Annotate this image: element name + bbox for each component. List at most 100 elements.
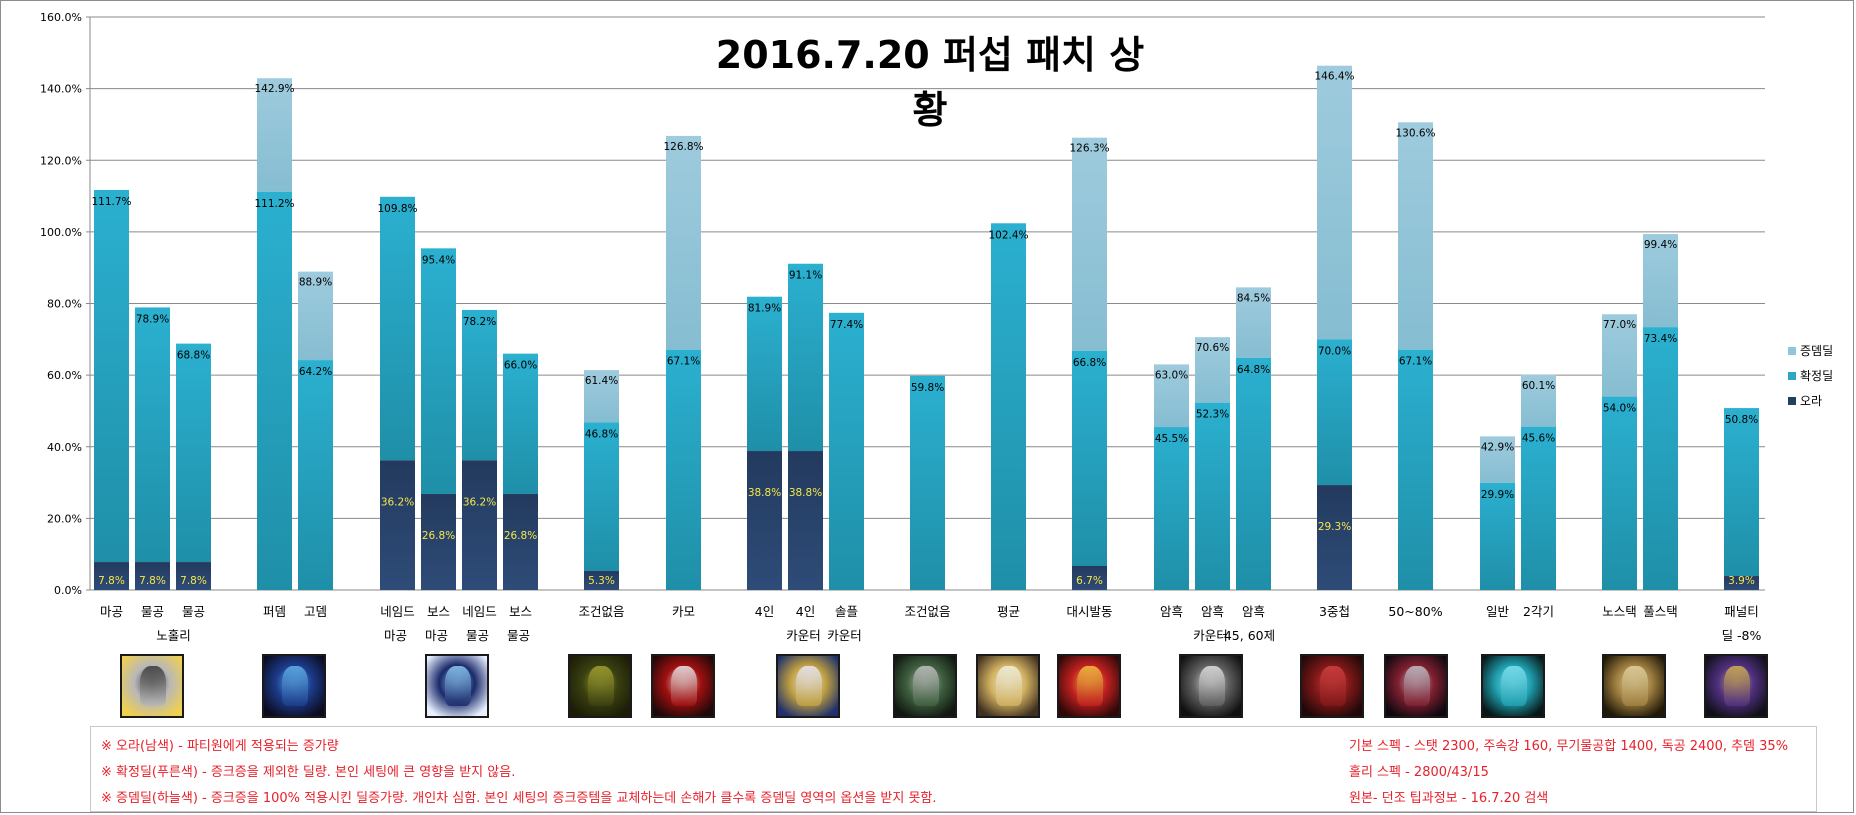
data-label-total: 126.3% (1069, 143, 1109, 155)
bar-segment-confirmed (910, 375, 945, 590)
bar-segment-increase (1195, 337, 1230, 403)
bar-segment-confirmed (135, 307, 170, 563)
bar-segment-confirmed (747, 296, 782, 452)
y-tick-label: 160.0% (40, 11, 82, 24)
data-label-confirmed: 66.8% (1073, 357, 1106, 369)
x-category-label: 50~80% (1388, 604, 1442, 619)
x-category-label: 4인 (755, 604, 774, 619)
x-category-label: 패널티 (1724, 604, 1759, 619)
x-category-label: 물공 (141, 604, 164, 619)
bar-segment-confirmed (1154, 427, 1189, 590)
bar-segment-increase (1602, 314, 1637, 397)
bar-segment-aura (462, 460, 497, 590)
x-category-label: 암흑 (1242, 604, 1265, 619)
data-label-confirmed: 52.3% (1196, 409, 1229, 421)
class-portrait-shape (1724, 666, 1750, 706)
x-category-sublabel: 카운터 (827, 628, 862, 643)
x-category-label: 암흑 (1201, 604, 1224, 619)
data-label-aura: 7.8% (139, 575, 166, 587)
data-label-confirmed: 64.8% (1237, 364, 1270, 376)
bar-segment-confirmed (421, 248, 456, 495)
data-label-confirmed: 81.9% (748, 303, 781, 315)
bar-segment-confirmed (1398, 349, 1433, 590)
bar-segment-confirmed (380, 196, 415, 461)
data-label-confirmed: 91.1% (789, 270, 822, 282)
bar-segment-aura (94, 562, 129, 590)
x-category-label: 조건없음 (904, 604, 950, 619)
bar-segment-confirmed (1195, 402, 1230, 590)
x-category-label: 네임드 (380, 604, 415, 619)
x-category-label: 보스 (509, 604, 532, 619)
bar-segment-confirmed (1602, 396, 1637, 590)
data-label-aura: 38.8% (789, 487, 822, 499)
class-portrait-shape (796, 666, 822, 706)
x-category-label: 마공 (100, 604, 123, 619)
bar-segment-aura (176, 562, 211, 590)
bar-segment-aura (788, 451, 823, 590)
x-category-label: 네임드 (462, 604, 497, 619)
bar-segment-aura (135, 562, 170, 590)
data-label-total: 142.9% (254, 83, 294, 95)
data-label-confirmed: 64.2% (299, 366, 332, 378)
data-label-total: 60.1% (1522, 380, 1555, 392)
class-portrait-shape (996, 666, 1022, 706)
class-icon-13 (1481, 654, 1545, 718)
data-label-confirmed: 95.4% (422, 254, 455, 266)
class-icon-6 (776, 654, 840, 718)
x-category-label: 노스택 (1602, 604, 1637, 619)
legend-label: 확정딜 (1800, 369, 1833, 383)
x-category-label: 대시발동 (1066, 604, 1112, 619)
bar-segment-confirmed (176, 343, 211, 563)
data-label-total: 146.4% (1314, 71, 1354, 83)
bar-segment-confirmed (1724, 408, 1759, 577)
data-label-aura: 38.8% (748, 487, 781, 499)
data-label-aura: 29.3% (1318, 521, 1351, 533)
x-category-sublabel: 45, 60제 (1224, 628, 1275, 643)
data-label-confirmed: 78.9% (136, 313, 169, 325)
data-label-aura: 26.8% (422, 530, 455, 542)
class-portrait-shape (588, 666, 614, 706)
data-label-total: 61.4% (585, 375, 618, 387)
bar-segment-aura (1724, 576, 1759, 590)
x-category-label: 풀스택 (1643, 604, 1678, 619)
bar-segment-confirmed (503, 353, 538, 495)
data-label-confirmed: 78.2% (463, 316, 496, 328)
data-label-confirmed: 29.9% (1481, 489, 1514, 501)
bar-segment-confirmed (1480, 482, 1515, 590)
class-portrait-shape (1501, 666, 1527, 706)
class-portrait-shape (140, 666, 166, 706)
class-icon-2 (262, 654, 326, 718)
x-category-label: 2각기 (1523, 604, 1554, 619)
data-label-confirmed: 77.4% (830, 319, 863, 331)
x-category-sublabel: 딜 -8% (1722, 628, 1762, 643)
bar-segment-increase (1521, 374, 1556, 427)
bar-segment-aura (503, 494, 538, 590)
x-category-sublabel: 마공 (384, 628, 407, 643)
data-label-total: 99.4% (1644, 239, 1677, 251)
legend-swatch (1788, 397, 1796, 405)
data-label-confirmed: 59.8% (911, 382, 944, 394)
class-icon-5 (651, 654, 715, 718)
bar-segment-increase (1072, 137, 1107, 351)
data-label-confirmed: 54.0% (1603, 403, 1636, 415)
data-label-confirmed: 73.4% (1644, 333, 1677, 345)
class-icon-12 (1384, 654, 1448, 718)
bar-segment-confirmed (1072, 350, 1107, 567)
bar-segment-confirmed (1643, 327, 1678, 590)
data-label-total: 88.9% (299, 277, 332, 289)
data-label-confirmed: 45.5% (1155, 433, 1188, 445)
y-tick-label: 60.0% (47, 369, 82, 382)
bar-segment-confirmed (788, 263, 823, 452)
class-portrait-shape (1320, 666, 1346, 706)
bar-segment-confirmed (1236, 357, 1271, 590)
data-label-aura: 36.2% (463, 496, 496, 508)
x-category-label: 조건없음 (578, 604, 624, 619)
bar-segment-confirmed (94, 189, 129, 563)
bar-segment-increase (1480, 436, 1515, 483)
data-label-total: 70.6% (1196, 342, 1229, 354)
legend-label: 오라 (1800, 394, 1822, 408)
class-icon-4 (568, 654, 632, 718)
class-portrait-shape (671, 666, 697, 706)
x-category-sublabel: 물공 (507, 628, 530, 643)
